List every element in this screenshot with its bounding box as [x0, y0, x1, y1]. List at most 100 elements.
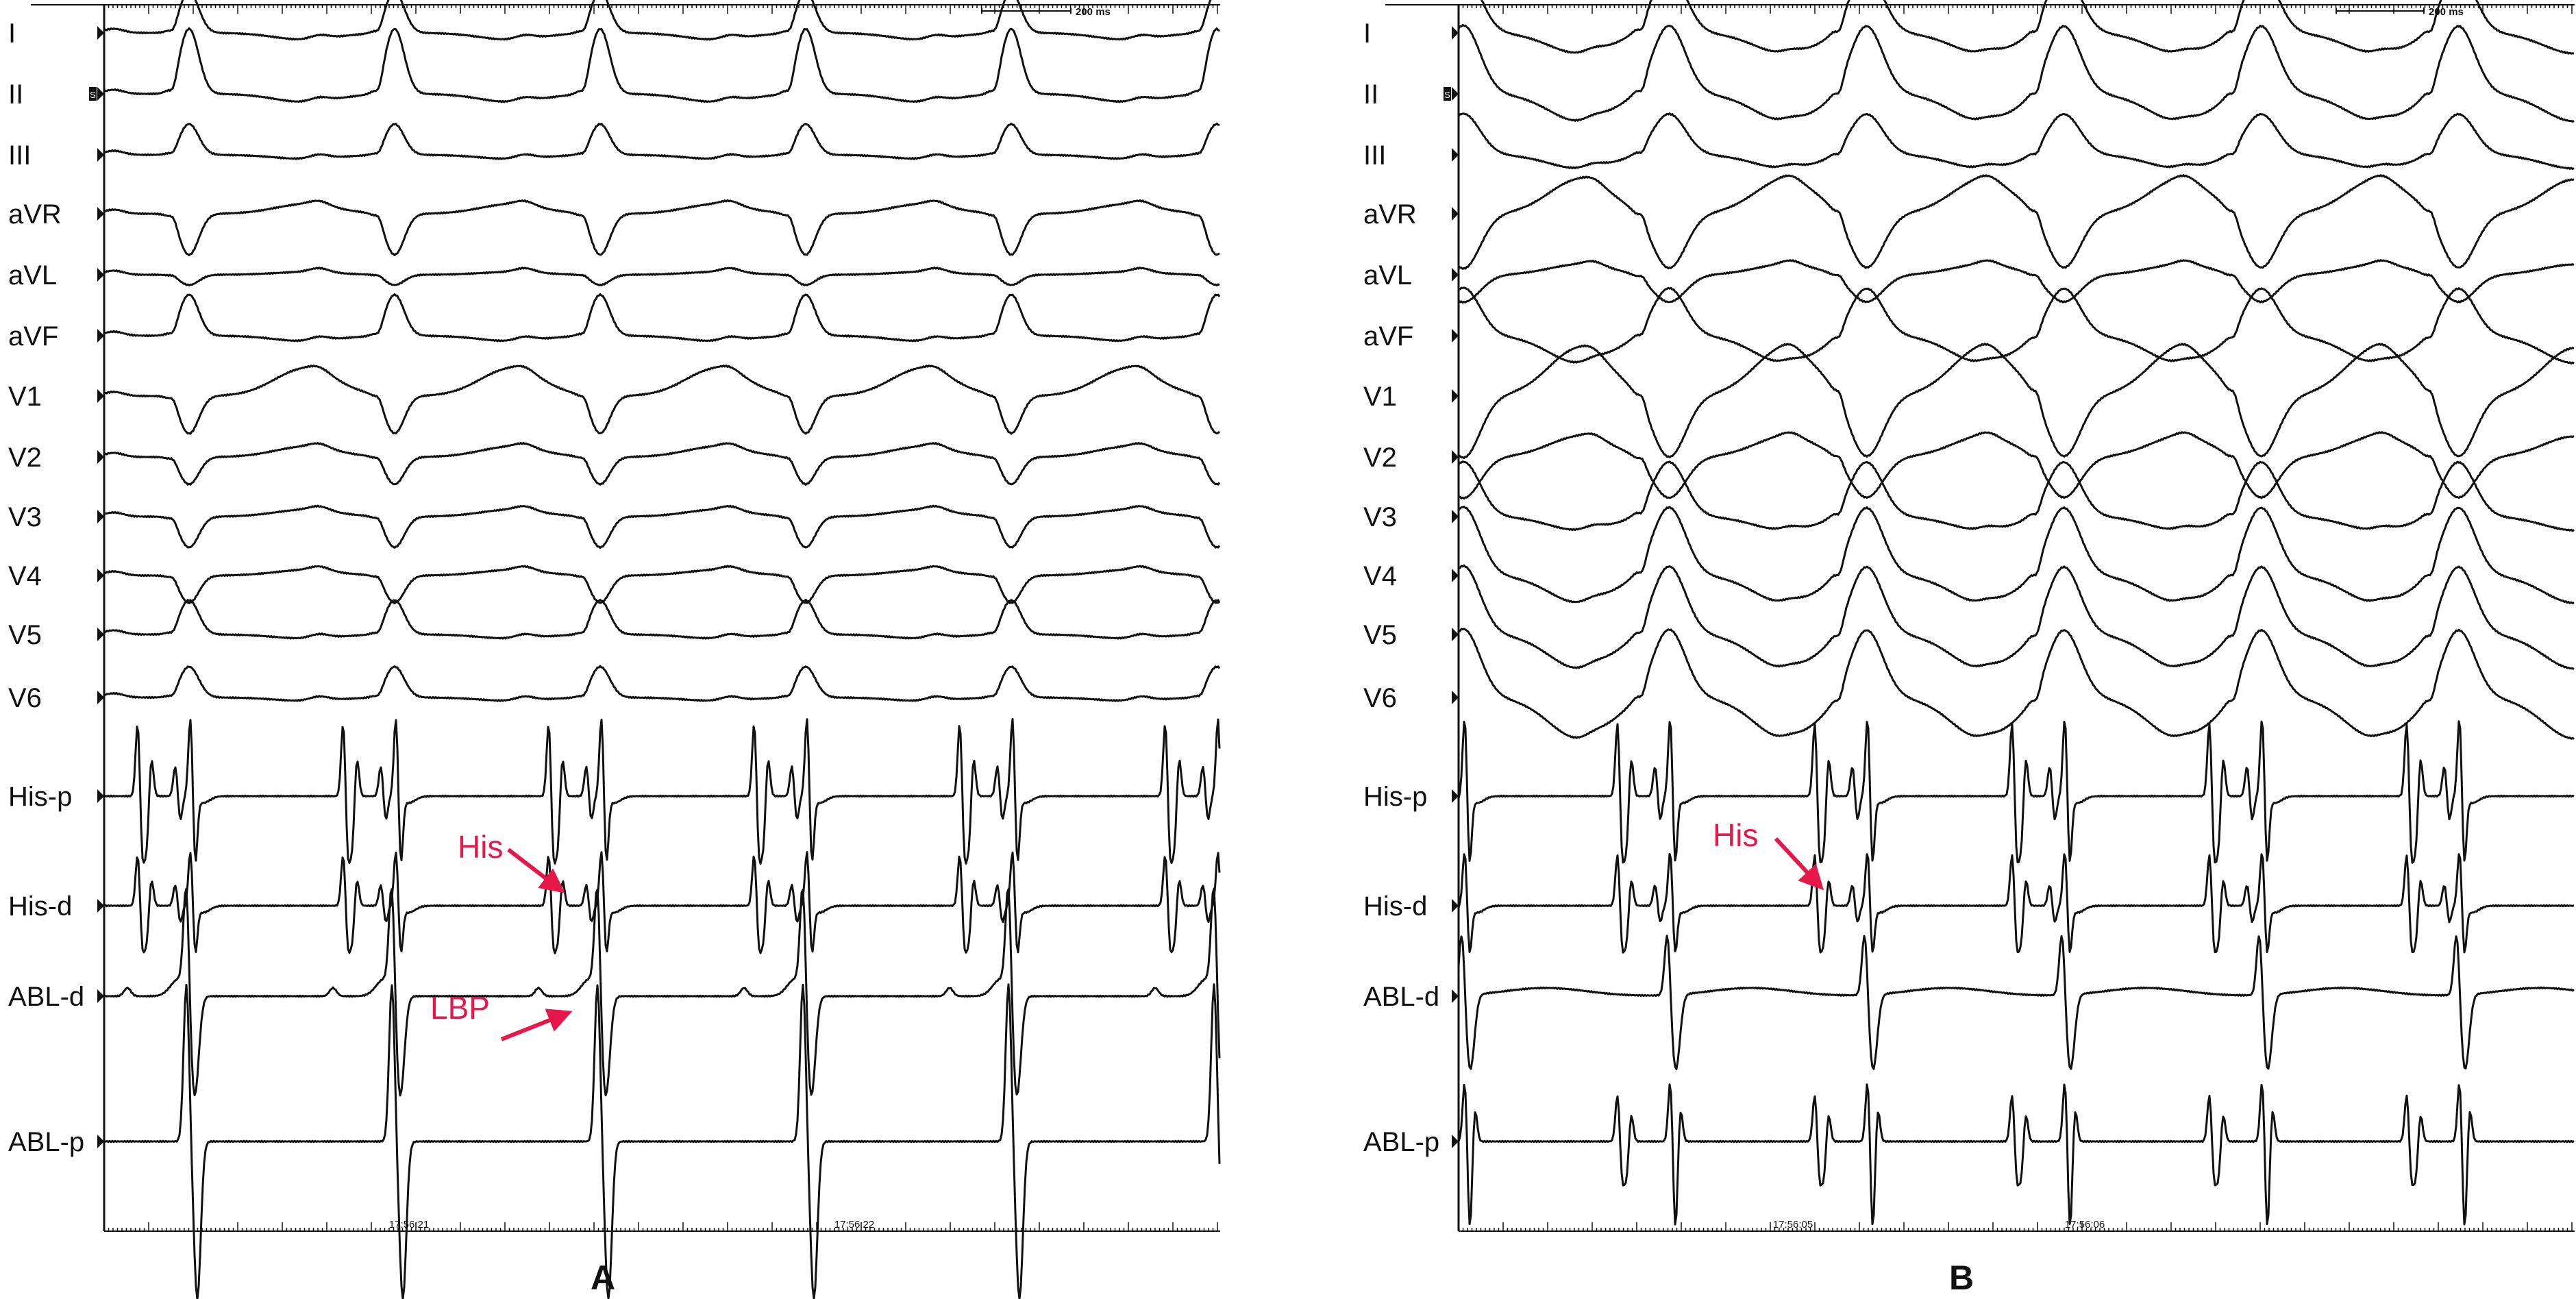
baseline-marker-icon [97, 87, 104, 101]
baseline-marker-icon [1452, 268, 1459, 282]
time-ruler-b [1385, 4, 2575, 1232]
panel-label-a: A [591, 1259, 615, 1297]
lead-label: ABL-p [1363, 1127, 1439, 1157]
traces-a [103, 0, 1221, 1299]
baseline-marker-icon [1452, 989, 1459, 1003]
lead-label: V6 [1363, 683, 1397, 713]
baseline-marker-icon [1452, 691, 1459, 704]
lead-label: His-d [1363, 891, 1427, 921]
time-ruler-a [31, 4, 1220, 1232]
panel-label-b: B [1949, 1259, 1974, 1297]
timestamp: 17:56:21 [389, 1219, 429, 1230]
timestamp: 17:56:22 [834, 1219, 874, 1230]
trace-v4 [1457, 506, 2575, 604]
baseline-marker-icon [1452, 329, 1459, 343]
annotation-arrow [500, 1009, 573, 1041]
baseline-marker-icon [97, 989, 104, 1003]
baseline-marker-icon [97, 450, 104, 464]
ruler-ticks [103, 5, 1218, 1231]
lead-label: aVL [1363, 260, 1412, 290]
panel-a: III SIIIaVRaVLaVFV1V2V3V4V5V6His-pHis-dAB… [8, 0, 1221, 1299]
marker-badge [1444, 87, 1451, 101]
trace-abl-p [1457, 1083, 2575, 1226]
trace-avf [1458, 286, 2575, 364]
trace-v6 [1458, 628, 2575, 740]
trace-i [103, 0, 1212, 41]
lead-label: His-d [8, 891, 72, 921]
baseline-marker-icon [97, 26, 104, 40]
baseline-marker-icon [97, 268, 104, 282]
lead-label: aVF [8, 321, 58, 351]
lead-label: I [8, 18, 16, 49]
lead-label: V5 [1363, 620, 1397, 650]
trace-avr [1457, 174, 2575, 270]
baseline-marker-icon [97, 389, 104, 403]
scale-bar [2336, 8, 2425, 14]
baseline-marker-icon [97, 628, 104, 641]
trace-v6 [103, 665, 1221, 702]
baseline-marker-icon [1452, 148, 1459, 162]
trace-iii [1457, 112, 2575, 171]
baseline-marker-icon [1452, 26, 1459, 40]
annotation-arrow [507, 848, 565, 893]
baseline-marker-icon [1452, 450, 1459, 464]
trace-v4 [103, 565, 1220, 605]
marker-label: S [1444, 90, 1450, 100]
annotation-lbp: LBP [430, 990, 490, 1026]
lead-label: V2 [8, 443, 42, 473]
lead-label: aVR [1363, 199, 1417, 230]
scale-bar [981, 8, 1072, 14]
lead-label: III [8, 140, 31, 171]
lead-label: V2 [1363, 443, 1397, 473]
trace-v5 [1458, 564, 2575, 670]
trace-abl-d [1457, 935, 2575, 1070]
baseline-marker-icon [97, 510, 104, 523]
traces-b [1457, 0, 2575, 1226]
trace-i [1481, 0, 2575, 55]
trace-v2 [1458, 431, 2575, 500]
baseline-marker-icon [97, 1135, 104, 1148]
lead-label: ABL-p [8, 1127, 84, 1157]
lead-label: V5 [8, 620, 42, 650]
lead-label: V6 [8, 683, 42, 713]
baseline-marker-icon [97, 569, 104, 582]
baseline-marker-icon [97, 789, 104, 803]
trace-abl-d [103, 887, 1221, 1097]
lead-label: V3 [8, 502, 42, 532]
ruler-ticks [1458, 5, 2573, 1231]
lead-label: II [8, 79, 23, 110]
lead-label: aVR [8, 199, 62, 230]
baseline-marker-icon [1452, 1135, 1459, 1148]
trace-his-p [1457, 720, 2575, 864]
trace-v3 [103, 504, 1221, 549]
trace-ii [103, 27, 1220, 103]
lead-label: His-p [1363, 782, 1427, 812]
marker-label: S [90, 90, 96, 100]
baseline-marker-icon [1452, 789, 1459, 803]
baseline-marker-icon [97, 148, 104, 162]
annotation-his: His [1713, 817, 1758, 853]
lead-label: His-p [8, 782, 72, 812]
baseline-marker-icon [1452, 569, 1459, 582]
trace-v1 [103, 364, 1221, 435]
trace-avr [103, 199, 1220, 257]
trace-v2 [103, 441, 1221, 486]
scale-bar-label: 200 ms [2429, 6, 2464, 18]
baseline-marker-icon [1452, 510, 1459, 523]
timestamp: 17:56:06 [2065, 1219, 2105, 1230]
lead-label: II [1363, 79, 1378, 110]
trace-his-d [1457, 852, 2575, 954]
panel-b: III SIIIaVRaVLaVFV1V2V3V4V5V6His-pHis-dAB… [1363, 0, 2575, 1297]
lead-label: V3 [1363, 502, 1397, 532]
baseline-marker-icon [97, 691, 104, 704]
baseline-marker-icon [97, 207, 104, 221]
lead-label: aVF [1363, 321, 1413, 351]
baseline-marker-icon [97, 899, 104, 913]
baseline-marker-icon [1452, 628, 1459, 641]
lead-label: V1 [1363, 382, 1397, 412]
lead-label: ABL-d [1363, 982, 1439, 1012]
trace-ii [1457, 23, 2575, 123]
trace-v5 [103, 598, 1221, 640]
trace-his-p [103, 718, 1221, 865]
trace-v3 [1457, 460, 2575, 532]
